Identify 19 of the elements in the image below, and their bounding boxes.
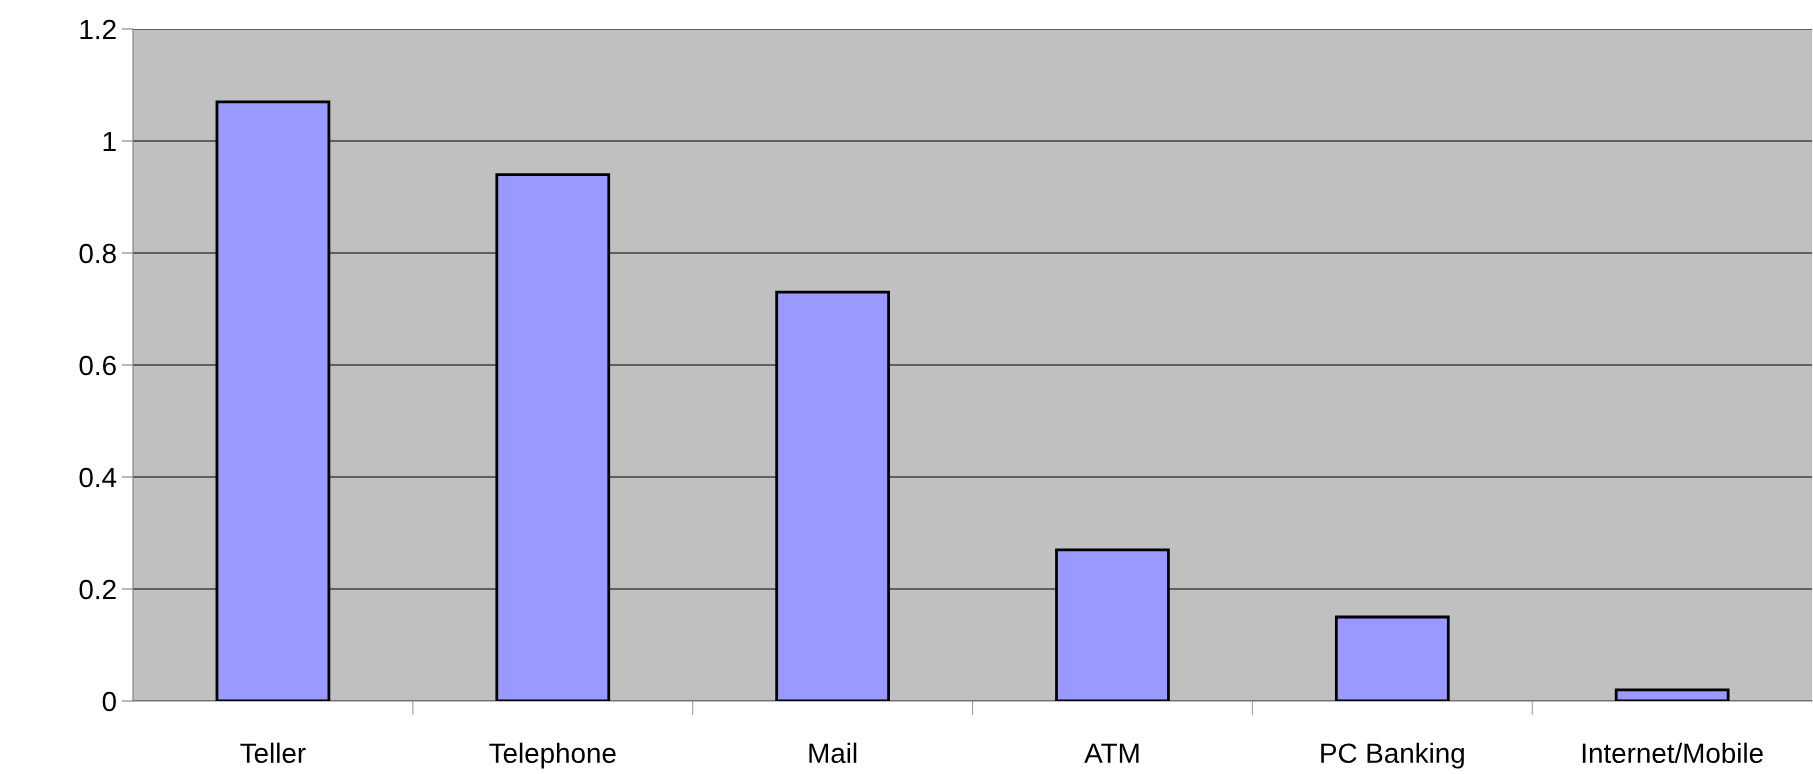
x-tick-label: Internet/Mobile (1582, 742, 1763, 764)
bar (215, 100, 331, 701)
y-tick-label: 0.6 (79, 355, 116, 376)
y-tick-label: 0.2 (79, 579, 116, 600)
y-tick-label: 0.4 (79, 467, 117, 488)
bar (1055, 548, 1170, 701)
x-tick-label: Teller (240, 742, 306, 764)
bar (1334, 615, 1450, 701)
y-tick-label: 1 (103, 131, 116, 152)
y-tick-label: 0.8 (79, 243, 116, 264)
x-tick-label: Mail (809, 742, 857, 764)
x-tick-label: ATM (1084, 743, 1139, 763)
bar (1614, 688, 1730, 701)
bar (775, 290, 890, 701)
bar (495, 173, 611, 701)
y-tick-label: 1.2 (80, 19, 116, 40)
x-tick-label: PC Banking (1321, 742, 1464, 769)
x-tick-label: Telephone (489, 742, 616, 769)
y-tick-label: 0 (102, 691, 116, 712)
